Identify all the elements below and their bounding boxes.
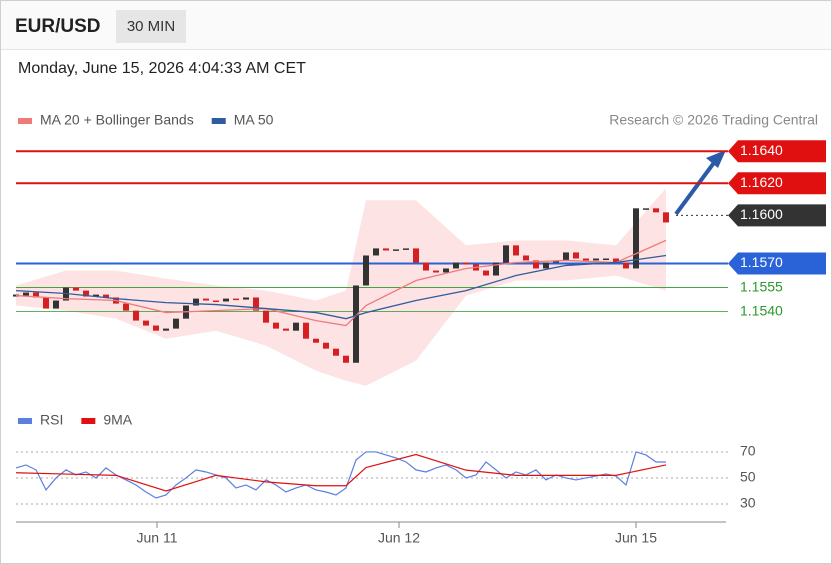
x-tick-label: Jun 11 xyxy=(137,530,178,546)
candle xyxy=(663,212,669,223)
rsi-line xyxy=(15,453,667,492)
candle xyxy=(193,298,199,306)
candle xyxy=(643,208,649,210)
bollinger-band xyxy=(16,188,666,386)
candle xyxy=(33,292,39,298)
candle xyxy=(133,310,139,321)
candle xyxy=(203,298,209,301)
candle xyxy=(173,318,179,329)
level-label: 1.1600 xyxy=(740,206,783,222)
candle xyxy=(413,248,419,263)
candle xyxy=(393,249,399,251)
level-label: 1.1555 xyxy=(740,278,783,294)
candle xyxy=(533,260,539,269)
level-tag xyxy=(728,252,826,275)
candle xyxy=(373,248,379,256)
symbol: EUR/USD xyxy=(15,16,101,37)
level-tag xyxy=(728,140,826,163)
level-tag xyxy=(728,204,826,227)
candle xyxy=(443,268,449,273)
candle xyxy=(383,248,389,251)
candle xyxy=(513,245,519,256)
candle xyxy=(593,258,599,261)
candle xyxy=(273,322,279,329)
candle xyxy=(223,298,229,302)
candle xyxy=(53,300,59,309)
candle xyxy=(523,255,529,261)
candle xyxy=(463,262,469,265)
candle xyxy=(313,338,319,343)
level-label: 1.1640 xyxy=(740,142,783,158)
legend-swatch xyxy=(18,418,32,424)
forecast-arrow xyxy=(674,158,718,216)
candle xyxy=(163,328,169,331)
candle xyxy=(423,262,429,271)
legend-swatch xyxy=(18,118,32,124)
candle xyxy=(503,245,509,263)
moving-average xyxy=(15,254,667,320)
candle xyxy=(483,270,489,276)
candle xyxy=(293,322,299,331)
candle xyxy=(233,298,239,301)
candle xyxy=(653,208,659,213)
candle xyxy=(563,252,569,261)
candle xyxy=(303,322,309,339)
candle xyxy=(323,342,329,349)
candle xyxy=(43,297,49,309)
legend-swatch xyxy=(81,418,96,424)
candle xyxy=(213,300,219,303)
candle xyxy=(453,262,459,269)
candle xyxy=(253,297,259,311)
candle xyxy=(403,248,409,250)
candle xyxy=(83,290,89,297)
timeframe[interactable]: 30 MIN xyxy=(127,18,175,35)
level-label: 1.1540 xyxy=(740,302,783,318)
candle xyxy=(603,258,609,261)
candle xyxy=(143,320,149,326)
moving-average xyxy=(15,239,667,327)
candle xyxy=(633,208,639,269)
legend-swatch xyxy=(211,118,226,124)
date-line: Monday, June 15, 2026 4:04:33 AM CET xyxy=(18,60,306,77)
forecast-arrow-head xyxy=(706,150,726,168)
candle xyxy=(153,325,159,331)
x-tick-label: Jun 15 xyxy=(615,530,657,546)
legend-label: RSI xyxy=(40,412,63,428)
candle xyxy=(353,285,359,363)
candle xyxy=(23,292,29,296)
y-tick-label: 70 xyxy=(740,443,756,459)
candle xyxy=(573,252,579,259)
candle xyxy=(283,328,289,331)
x-tick-label: Jun 12 xyxy=(378,530,420,546)
candle xyxy=(333,348,339,356)
timeframe-box[interactable] xyxy=(116,10,186,43)
candle xyxy=(543,262,549,269)
level-tag xyxy=(728,172,826,195)
candle xyxy=(493,262,499,276)
candle xyxy=(263,310,269,323)
level-label: 1.1620 xyxy=(740,174,783,190)
candle xyxy=(613,258,619,263)
candle xyxy=(623,262,629,269)
candle xyxy=(343,355,349,363)
legend-label: MA 50 xyxy=(234,112,274,128)
candle xyxy=(363,255,369,286)
credit: Research © 2026 Trading Central xyxy=(609,112,818,128)
candle xyxy=(123,303,129,311)
candle xyxy=(583,258,589,261)
candle xyxy=(243,297,249,300)
y-tick-label: 30 xyxy=(740,495,756,511)
legend-label: MA 20 + Bollinger Bands xyxy=(40,112,194,128)
level-label: 1.1570 xyxy=(740,254,783,270)
candle xyxy=(73,287,79,291)
candle xyxy=(93,294,99,297)
y-tick-label: 50 xyxy=(740,469,756,485)
candle xyxy=(433,270,439,273)
legend-label: 9MA xyxy=(103,412,132,428)
candle xyxy=(103,294,109,298)
